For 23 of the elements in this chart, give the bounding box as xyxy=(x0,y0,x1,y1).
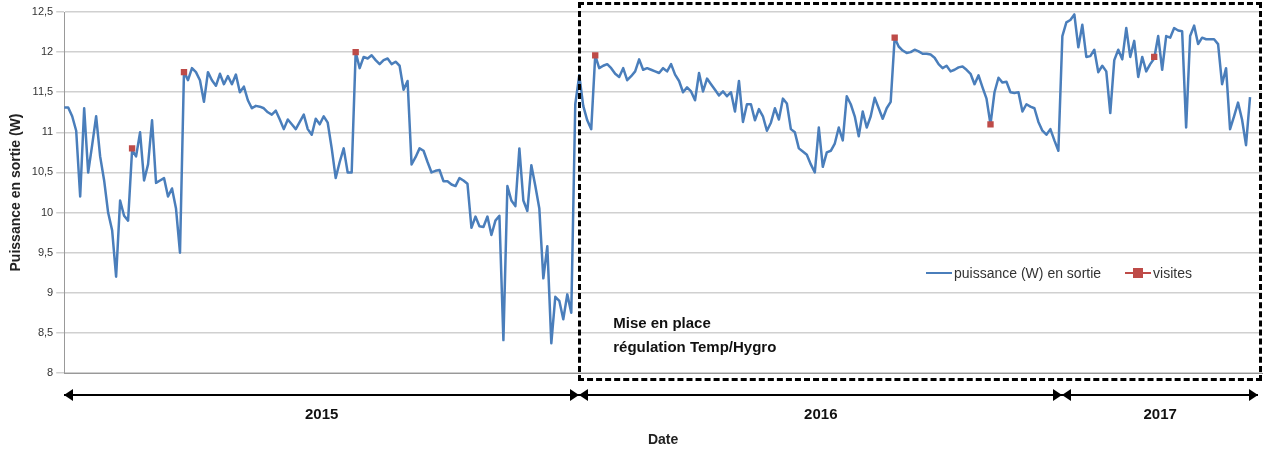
y-tick-label: 10,5 xyxy=(31,165,54,178)
text: 2017 xyxy=(1142,405,1178,422)
legend-label: puissance (W) en sortie xyxy=(954,264,1102,281)
y-tick-label: 12 xyxy=(40,45,54,58)
y-tick-label: 8,5 xyxy=(37,325,54,338)
y-tick-label: 8 xyxy=(47,366,54,379)
annotation: Mise en place régulation Temp/Hygro xyxy=(613,313,777,357)
point xyxy=(891,34,898,41)
point xyxy=(987,121,994,128)
y-axis-title: Puissance en sortie (W) xyxy=(7,113,24,272)
y-tick-label: 9 xyxy=(47,285,54,298)
text: 2015 xyxy=(304,405,340,422)
y-tick-label: 11,5 xyxy=(32,85,54,98)
y-tick-label: 9,5 xyxy=(37,245,54,258)
legend-label: visites xyxy=(1153,264,1192,281)
x-axis-title: Date xyxy=(647,431,679,448)
y-tick-label: 11 xyxy=(41,125,54,138)
y-tick-label: 10 xyxy=(40,205,54,218)
text: 2016 xyxy=(803,405,839,422)
y-tick-label: 12,5 xyxy=(31,5,54,18)
point xyxy=(128,145,136,152)
point xyxy=(592,52,599,59)
point xyxy=(352,48,359,56)
